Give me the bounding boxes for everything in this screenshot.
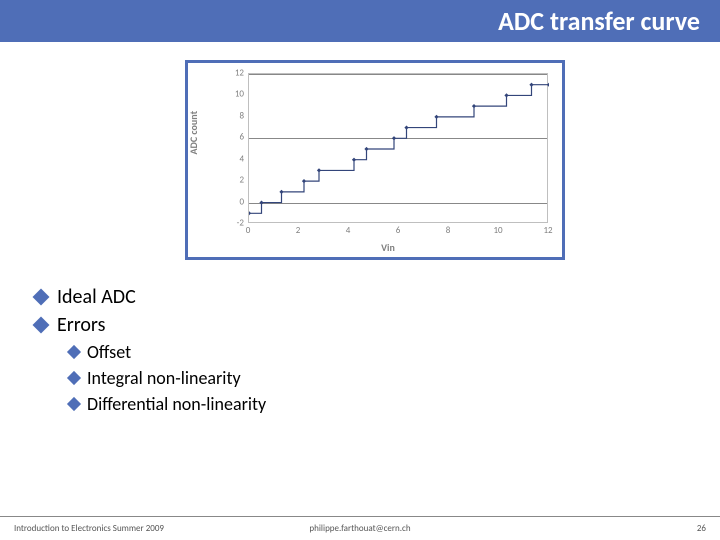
- diamond-icon: [67, 397, 81, 411]
- x-tick: 8: [446, 225, 451, 236]
- bullet-text: Errors: [57, 313, 105, 337]
- title-bar: ADC transfer curve: [0, 0, 720, 42]
- bullet-l2: Offset: [69, 341, 266, 363]
- footer-page-number: 26: [697, 523, 706, 534]
- y-tick: 4: [226, 153, 244, 164]
- x-axis-label: Vin: [381, 241, 395, 254]
- diamond-icon: [67, 345, 81, 359]
- footer: Introduction to Electronics Summer 2009 …: [0, 516, 720, 540]
- diamond-icon: [33, 289, 50, 306]
- bullet-l1: Errors: [35, 313, 266, 337]
- y-tick: 10: [226, 89, 244, 100]
- bullet-text: Differential non-linearity: [87, 393, 266, 415]
- step-line-chart: [249, 74, 549, 224]
- x-tick: 6: [396, 225, 401, 236]
- bullet-l1: Ideal ADC: [35, 285, 266, 309]
- footer-left: Introduction to Electronics Summer 2009: [14, 523, 164, 534]
- y-tick: -2: [226, 218, 244, 229]
- y-tick: 12: [226, 68, 244, 79]
- bullet-text: Offset: [87, 341, 131, 363]
- diamond-icon: [33, 317, 50, 334]
- x-tick: 10: [493, 225, 502, 236]
- diamond-icon: [67, 371, 81, 385]
- bullet-l2: Integral non-linearity: [69, 367, 266, 389]
- y-axis-label: ADC count: [187, 111, 200, 155]
- x-tick: 2: [296, 225, 301, 236]
- y-tick: 6: [226, 132, 244, 143]
- x-tick: 12: [543, 225, 552, 236]
- y-tick: 0: [226, 196, 244, 207]
- bullet-list: Ideal ADC Errors Offset Integral non-lin…: [35, 285, 266, 419]
- x-tick: 4: [346, 225, 351, 236]
- chart-inner: ADC count Vin -2024681012 024681012: [188, 63, 562, 257]
- bullet-l2: Differential non-linearity: [69, 393, 266, 415]
- x-tick: 0: [246, 225, 251, 236]
- y-tick: 2: [226, 175, 244, 186]
- plot-area: [248, 73, 548, 223]
- footer-center: philippe.farthouat@cern.ch: [309, 523, 410, 534]
- chart-container: ADC count Vin -2024681012 024681012: [185, 60, 565, 260]
- page-title: ADC transfer curve: [498, 5, 700, 37]
- y-tick: 8: [226, 110, 244, 121]
- bullet-text: Integral non-linearity: [87, 367, 241, 389]
- bullet-text: Ideal ADC: [57, 285, 136, 309]
